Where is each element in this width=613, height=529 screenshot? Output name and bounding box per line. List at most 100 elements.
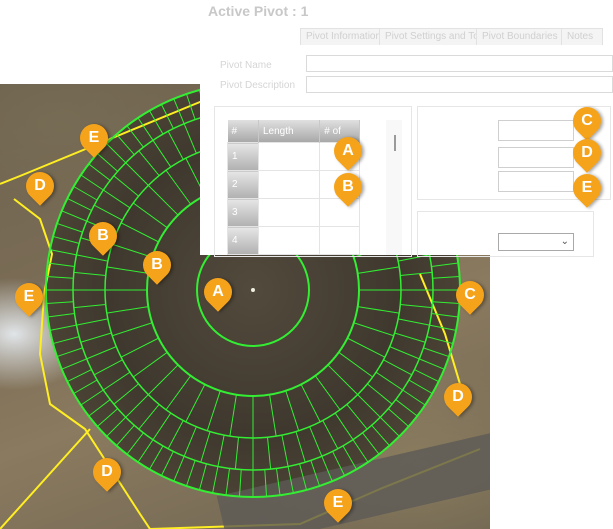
callout-letter: A: [342, 142, 354, 159]
table-row[interactable]: 4: [227, 226, 360, 255]
pivot-segment-line: [400, 304, 433, 309]
pivot-segment-line: [149, 110, 164, 135]
callout-letter: B: [151, 256, 163, 273]
callout-marker: B: [83, 216, 123, 256]
callout-letter: E: [332, 494, 344, 511]
pivot-segment-line: [275, 468, 281, 496]
pivot-segment-line: [398, 254, 430, 262]
callout-letter: D: [34, 177, 46, 194]
pivot-description-field[interactable]: [306, 76, 613, 93]
pivot-segment-line: [357, 306, 400, 314]
row-number: 3: [227, 198, 259, 228]
pivot-segment-line: [400, 271, 433, 276]
callout-letter: B: [342, 178, 354, 195]
row-number: 2: [227, 170, 259, 200]
pivot-segment-line: [47, 262, 75, 268]
pivot-segment-line: [88, 399, 111, 417]
pivot-segment-line: [49, 324, 77, 331]
table-row[interactable]: 3: [227, 198, 360, 228]
callout-marker: E: [567, 168, 607, 208]
length-cell[interactable]: [257, 142, 321, 172]
pivot-segment-line: [287, 466, 294, 494]
pivot-segment-line: [138, 404, 160, 430]
pivot-segment-line: [346, 404, 368, 430]
setting-input-3[interactable]: [498, 171, 574, 192]
callout-marker: E: [318, 483, 358, 523]
tab-notes[interactable]: Notes: [561, 28, 603, 45]
callout-marker: B: [137, 245, 177, 285]
pivot-segment-line: [86, 346, 117, 360]
pivot-segment-line: [160, 104, 174, 129]
pivot-segment-line: [167, 131, 184, 160]
pivot-segment-line: [357, 266, 400, 274]
pivot-segment-line: [383, 359, 412, 376]
pivot-segment-line: [322, 420, 339, 449]
pivot-segment-line: [426, 336, 454, 345]
pivot-segment-line: [342, 445, 357, 470]
pivot-segment-line: [125, 394, 149, 418]
pivot-segment-line: [388, 408, 409, 427]
pivot-segment-line: [94, 359, 123, 376]
table-scrollbar-thumb[interactable]: [394, 135, 396, 151]
option-dropdown[interactable]: ⌄: [498, 233, 574, 251]
count-cell[interactable]: [319, 198, 360, 228]
pivot-segment-line: [73, 379, 98, 394]
pivot-segment-line: [94, 204, 123, 221]
length-cell[interactable]: [257, 198, 321, 228]
pivot-segment-line: [76, 254, 108, 262]
pivot-segment-line: [106, 266, 149, 274]
pivot-segment-line: [137, 439, 154, 463]
pivot-name-field[interactable]: [306, 55, 613, 72]
pivot-segment-line: [198, 463, 207, 491]
pivot-segment-line: [116, 425, 135, 446]
column-header-number[interactable]: #: [227, 120, 259, 143]
tab-pivot-boundaries[interactable]: Pivot Boundaries: [476, 28, 562, 45]
pivot-segment-line: [234, 437, 239, 470]
pivot-segment-line: [103, 189, 131, 209]
column-header-length[interactable]: Length: [258, 120, 321, 143]
row-number: 1: [227, 142, 259, 172]
pivot-segment-line: [414, 369, 439, 383]
pivot-segment-line: [132, 202, 168, 229]
pivot-segment-line: [113, 175, 139, 197]
pivot-segment-line: [113, 383, 139, 405]
pivot-segment-line: [126, 432, 144, 455]
pivot-segment-line: [80, 174, 104, 191]
chevron-down-icon: ⌄: [560, 236, 569, 247]
callout-letter: E: [581, 179, 593, 196]
dialog-title: Active Pivot : 1: [208, 3, 309, 19]
setting-input-1[interactable]: [498, 120, 574, 141]
pivot-segment-line: [353, 322, 394, 337]
pivot-segment-line: [61, 358, 87, 370]
pivot-segment-line: [56, 222, 83, 233]
pivot-segment-line: [281, 435, 289, 467]
tab-pivot-settings[interactable]: Pivot Settings and Tools: [379, 28, 492, 45]
table-scrollbar[interactable]: [386, 120, 402, 255]
count-cell[interactable]: [319, 226, 360, 255]
pivot-segment-line: [47, 312, 75, 318]
pivot-segment-line: [398, 318, 430, 326]
callout-letter: D: [452, 388, 464, 405]
pivot-segment-line: [423, 347, 450, 358]
callout-marker: D: [87, 452, 127, 492]
length-cell[interactable]: [257, 170, 321, 200]
callout-marker: E: [9, 277, 49, 317]
field-boundary-line-sw: [0, 428, 91, 529]
pivot-segment-line: [165, 169, 192, 205]
pivot-segment-line: [429, 324, 457, 331]
pivot-segment-line: [167, 420, 184, 449]
segments-table[interactable]: # Length # of 1 2 3 4: [227, 120, 360, 255]
pivot-segments: [46, 84, 460, 497]
length-cell[interactable]: [257, 226, 321, 255]
pivot-segment-line: [225, 468, 231, 496]
table-row[interactable]: 2: [227, 170, 360, 200]
pivot-segment-line: [52, 235, 80, 244]
pivot-segment-line: [389, 346, 420, 360]
pivot-segment-line: [132, 351, 168, 378]
tab-pivot-information[interactable]: Pivot Information: [300, 28, 381, 45]
pivot-segment-line: [269, 394, 277, 437]
callout-letter: E: [23, 288, 35, 305]
setting-input-2[interactable]: [498, 147, 574, 168]
pivot-segment-line: [120, 222, 159, 243]
pivot-segment-line: [419, 358, 445, 370]
